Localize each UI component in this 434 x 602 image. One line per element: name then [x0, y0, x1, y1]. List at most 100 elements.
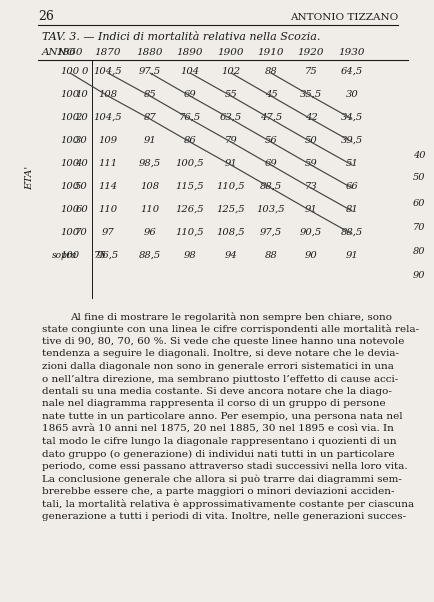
Text: 63,5: 63,5	[220, 113, 242, 122]
Text: 20: 20	[75, 113, 88, 122]
Text: tive di 90, 80, 70, 60 %. Si vede che queste linee hanno una notevole: tive di 90, 80, 70, 60 %. Si vede che qu…	[42, 337, 404, 346]
Text: 91: 91	[305, 205, 317, 214]
Text: 59: 59	[305, 159, 317, 168]
Text: 100: 100	[60, 67, 79, 76]
Text: 81: 81	[345, 205, 358, 214]
Text: 85: 85	[144, 90, 156, 99]
Text: 87: 87	[144, 113, 156, 122]
Text: 102: 102	[221, 67, 240, 76]
Text: 69: 69	[265, 159, 277, 168]
Text: 90,5: 90,5	[300, 228, 322, 237]
Text: 94: 94	[225, 251, 237, 260]
Text: 40: 40	[413, 150, 425, 160]
Text: sopra: sopra	[52, 251, 77, 260]
Text: 88,5: 88,5	[260, 182, 282, 191]
Text: 39,5: 39,5	[341, 136, 363, 145]
Text: 88: 88	[265, 67, 277, 76]
Text: 98: 98	[184, 251, 196, 260]
Text: 50: 50	[305, 136, 317, 145]
Text: 10: 10	[75, 90, 88, 99]
Text: 114: 114	[99, 182, 118, 191]
Text: 88: 88	[265, 251, 277, 260]
Text: 34,5: 34,5	[341, 113, 363, 122]
Text: 97,5: 97,5	[139, 67, 161, 76]
Text: tendenza a seguire le diagonali. Inoltre, si deve notare che le devia-: tendenza a seguire le diagonali. Inoltre…	[42, 350, 399, 359]
Text: La conclusione generale che allora si può trarre dai diagrammi sem-: La conclusione generale che allora si pu…	[42, 474, 402, 484]
Text: generazione a tutti i periodi di vita. Inoltre, nelle generazioni succes-: generazione a tutti i periodi di vita. I…	[42, 512, 406, 521]
Text: 50: 50	[75, 182, 88, 191]
Text: 100: 100	[60, 159, 79, 168]
Text: 90: 90	[413, 270, 425, 279]
Text: 40: 40	[75, 159, 88, 168]
Text: 1880: 1880	[137, 48, 163, 57]
Text: 100: 100	[60, 113, 79, 122]
Text: 0: 0	[82, 67, 88, 76]
Text: 125,5: 125,5	[217, 205, 245, 214]
Text: 1865 avrà 10 anni nel 1875, 20 nel 1885, 30 nel 1895 e così via. In: 1865 avrà 10 anni nel 1875, 20 nel 1885,…	[42, 424, 394, 433]
Text: 76,5: 76,5	[179, 113, 201, 122]
Text: ANTONIO TIZZANO: ANTONIO TIZZANO	[290, 13, 398, 22]
Text: 70: 70	[75, 228, 88, 237]
Text: 86: 86	[184, 136, 196, 145]
Text: 110: 110	[99, 205, 118, 214]
Text: ETA': ETA'	[26, 166, 34, 190]
Text: 45: 45	[265, 90, 277, 99]
Text: 55: 55	[225, 90, 237, 99]
Text: 42: 42	[305, 113, 317, 122]
Text: 108: 108	[141, 182, 160, 191]
Text: 108,5: 108,5	[217, 228, 245, 237]
Text: 100: 100	[60, 182, 79, 191]
Text: 108: 108	[99, 90, 118, 99]
Text: 1910: 1910	[258, 48, 284, 57]
Text: Al fine di mostrare le regolarità non sempre ben chiare, sono: Al fine di mostrare le regolarità non se…	[70, 312, 392, 322]
Text: 96: 96	[144, 228, 156, 237]
Text: nate tutte in un particolare anno. Per esempio, una persona nata nel: nate tutte in un particolare anno. Per e…	[42, 412, 403, 421]
Text: 97,5: 97,5	[260, 228, 282, 237]
Text: 100: 100	[60, 251, 79, 260]
Text: 56: 56	[265, 136, 277, 145]
Text: state congiunte con una linea le cifre corrispondenti alle mortalità rela-: state congiunte con una linea le cifre c…	[42, 324, 419, 334]
Text: 110,5: 110,5	[176, 228, 204, 237]
Text: 26: 26	[38, 10, 54, 23]
Text: 75: 75	[94, 251, 107, 260]
Text: TAV. 3. — Indici di mortalità relativa nella Scozia.: TAV. 3. — Indici di mortalità relativa n…	[42, 32, 320, 42]
Text: 88,5: 88,5	[341, 228, 363, 237]
Text: 91: 91	[225, 159, 237, 168]
Text: 60: 60	[75, 205, 88, 214]
Text: nale nel diagramma rappresenta il corso di un gruppo di persone: nale nel diagramma rappresenta il corso …	[42, 400, 386, 409]
Text: 69: 69	[184, 90, 196, 99]
Text: 47,5: 47,5	[260, 113, 282, 122]
Text: 100: 100	[60, 136, 79, 145]
Text: 111: 111	[99, 159, 118, 168]
Text: 110: 110	[141, 205, 160, 214]
Text: 1870: 1870	[95, 48, 121, 57]
Text: 98,5: 98,5	[139, 159, 161, 168]
Text: 110,5: 110,5	[217, 182, 245, 191]
Text: 66: 66	[345, 182, 358, 191]
Text: 35,5: 35,5	[300, 90, 322, 99]
Text: 80: 80	[413, 247, 425, 256]
Text: 70: 70	[413, 223, 425, 232]
Text: ANNO: ANNO	[42, 48, 76, 57]
Text: 1920: 1920	[298, 48, 324, 57]
Text: 100: 100	[60, 205, 79, 214]
Text: 50: 50	[413, 173, 425, 182]
Text: 104: 104	[181, 67, 200, 76]
Text: 88,5: 88,5	[139, 251, 161, 260]
Text: 100: 100	[60, 228, 79, 237]
Text: 30: 30	[345, 90, 358, 99]
Text: 91: 91	[345, 251, 358, 260]
Text: 109: 109	[99, 136, 118, 145]
Text: dato gruppo (o generazione) di individui nati tutti in un particolare: dato gruppo (o generazione) di individui…	[42, 450, 395, 459]
Text: brerebbe essere che, a parte maggiori o minori deviazioni acciden-: brerebbe essere che, a parte maggiori o …	[42, 487, 395, 496]
Text: 60: 60	[413, 199, 425, 208]
Text: 1900: 1900	[218, 48, 244, 57]
Text: zioni dalla diagonale non sono in generale errori sistematici in una: zioni dalla diagonale non sono in genera…	[42, 362, 394, 371]
Text: 115,5: 115,5	[176, 182, 204, 191]
Text: tali, la mortalità relativa è approssimativamente costante per ciascuna: tali, la mortalità relativa è approssima…	[42, 500, 414, 509]
Text: 1930: 1930	[339, 48, 365, 57]
Text: 104,5: 104,5	[94, 67, 122, 76]
Text: 126,5: 126,5	[176, 205, 204, 214]
Text: 104,5: 104,5	[94, 113, 122, 122]
Text: 79: 79	[225, 136, 237, 145]
